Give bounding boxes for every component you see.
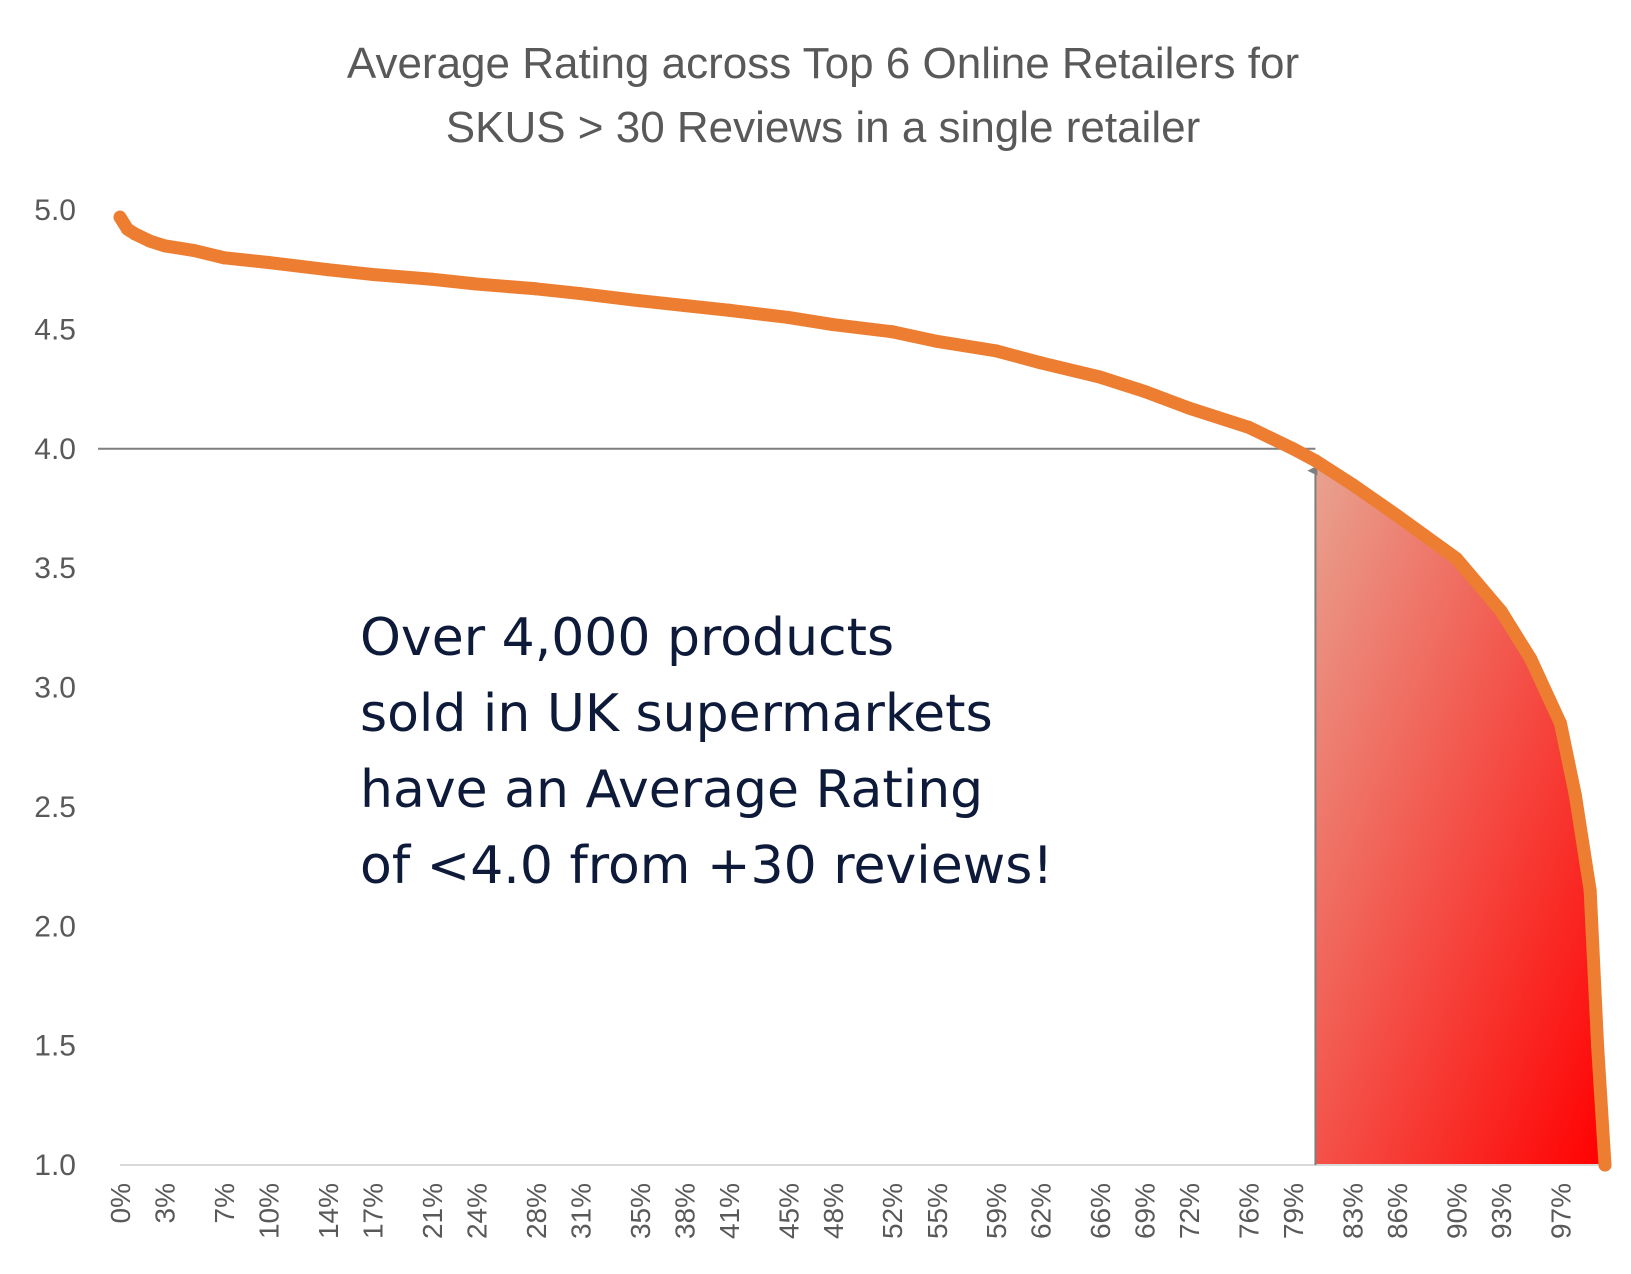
shaded-region	[1315, 460, 1605, 1165]
x-tick-label: 21%	[417, 1183, 448, 1239]
y-tick-label: 3.5	[34, 552, 76, 585]
x-tick-label: 76%	[1234, 1183, 1265, 1239]
x-tick-label: 17%	[357, 1183, 388, 1239]
data-point	[128, 227, 142, 241]
x-tick-label: 55%	[922, 1183, 953, 1239]
x-tick-label: 41%	[714, 1183, 745, 1239]
x-tick-label: 10%	[254, 1183, 285, 1239]
data-point	[1138, 384, 1152, 398]
data-point	[1346, 478, 1360, 492]
data-point	[1494, 604, 1508, 618]
data-point	[187, 244, 201, 258]
annotation-line-2: sold in UK supermarkets	[360, 684, 993, 744]
x-tick-label: 62%	[1026, 1183, 1057, 1239]
y-tick-label: 2.5	[34, 791, 76, 824]
y-tick-label: 4.5	[34, 313, 76, 346]
data-point	[158, 239, 172, 253]
data-point	[722, 303, 736, 317]
y-tick-label: 1.0	[34, 1149, 76, 1182]
y-tick-label: 4.0	[34, 433, 76, 466]
data-point	[425, 272, 439, 286]
data-point	[1583, 883, 1597, 897]
data-point	[529, 282, 543, 296]
data-point	[1568, 788, 1582, 802]
data-point	[113, 210, 127, 224]
x-tick-label: 35%	[625, 1183, 656, 1239]
data-point	[885, 325, 899, 339]
annotation-line-4: of <4.0 from +30 reviews!	[360, 836, 1054, 896]
x-tick-label: 14%	[313, 1183, 344, 1239]
data-point	[677, 299, 691, 312]
x-tick-label: 28%	[521, 1183, 552, 1239]
y-tick-label: 2.0	[34, 910, 76, 943]
data-point	[573, 287, 587, 301]
x-tick-label: 90%	[1442, 1183, 1473, 1239]
plot-area: 5.0 4.5 4.0 3.5 3.0 2.5 2.0 1.5 1.0 0% 3% 7% 10% 14% 1…	[34, 194, 1612, 1239]
x-tick-label: 52%	[877, 1183, 908, 1239]
data-point	[1308, 454, 1322, 468]
x-tick-label: 31%	[565, 1183, 596, 1239]
data-point	[1553, 716, 1567, 730]
annotation-line-3: have an Average Rating	[360, 760, 984, 820]
data-point	[1034, 356, 1048, 370]
data-point	[781, 310, 795, 324]
data-point	[1450, 552, 1463, 566]
x-tick-label: 7%	[209, 1183, 240, 1223]
data-point	[321, 263, 335, 277]
data-point	[1093, 370, 1107, 384]
y-tick-label: 1.5	[34, 1030, 76, 1063]
data-point	[143, 234, 157, 248]
x-tick-label: 72%	[1174, 1183, 1205, 1239]
annotation-line-1: Over 4,000 products	[360, 608, 895, 668]
data-point	[930, 334, 944, 348]
data-point	[1286, 442, 1300, 456]
y-tick-label: 5.0	[34, 194, 76, 227]
chart-title-line-2: SKUS > 30 Reviews in a single retailer	[446, 103, 1200, 152]
annotation-callout: Over 4,000 products sold in UK supermark…	[360, 600, 1160, 904]
data-point	[633, 294, 647, 308]
x-tick-label: 79%	[1278, 1183, 1309, 1239]
data-point	[1182, 401, 1196, 415]
data-point	[1242, 420, 1256, 434]
x-tick-label: 69%	[1130, 1183, 1161, 1239]
data-point	[262, 256, 275, 270]
x-tick-label: 48%	[818, 1183, 849, 1239]
data-point	[217, 251, 231, 265]
x-tick-label: 83%	[1338, 1183, 1369, 1239]
data-point	[1524, 652, 1538, 666]
data-point	[989, 344, 1003, 358]
x-tick-label: 0%	[105, 1183, 136, 1223]
x-tick-label: 93%	[1486, 1183, 1517, 1239]
y-tick-label: 3.0	[34, 672, 76, 705]
x-tick-label: 66%	[1085, 1183, 1116, 1239]
x-tick-label: 86%	[1382, 1183, 1413, 1239]
x-tick-label: 38%	[669, 1183, 700, 1239]
data-point	[469, 277, 483, 291]
data-point	[1591, 1039, 1605, 1053]
data-point	[826, 318, 840, 332]
x-tick-label: 45%	[773, 1183, 804, 1239]
data-point	[1390, 509, 1404, 523]
data-point	[365, 267, 379, 281]
x-tick-label: 97%	[1545, 1183, 1576, 1239]
chart-title-line-1: Average Rating across Top 6 Online Retai…	[347, 39, 1299, 88]
x-tick-label: 59%	[981, 1183, 1012, 1239]
data-point	[1598, 1158, 1612, 1172]
x-tick-label: 24%	[461, 1183, 492, 1239]
x-tick-label: 3%	[150, 1183, 181, 1223]
